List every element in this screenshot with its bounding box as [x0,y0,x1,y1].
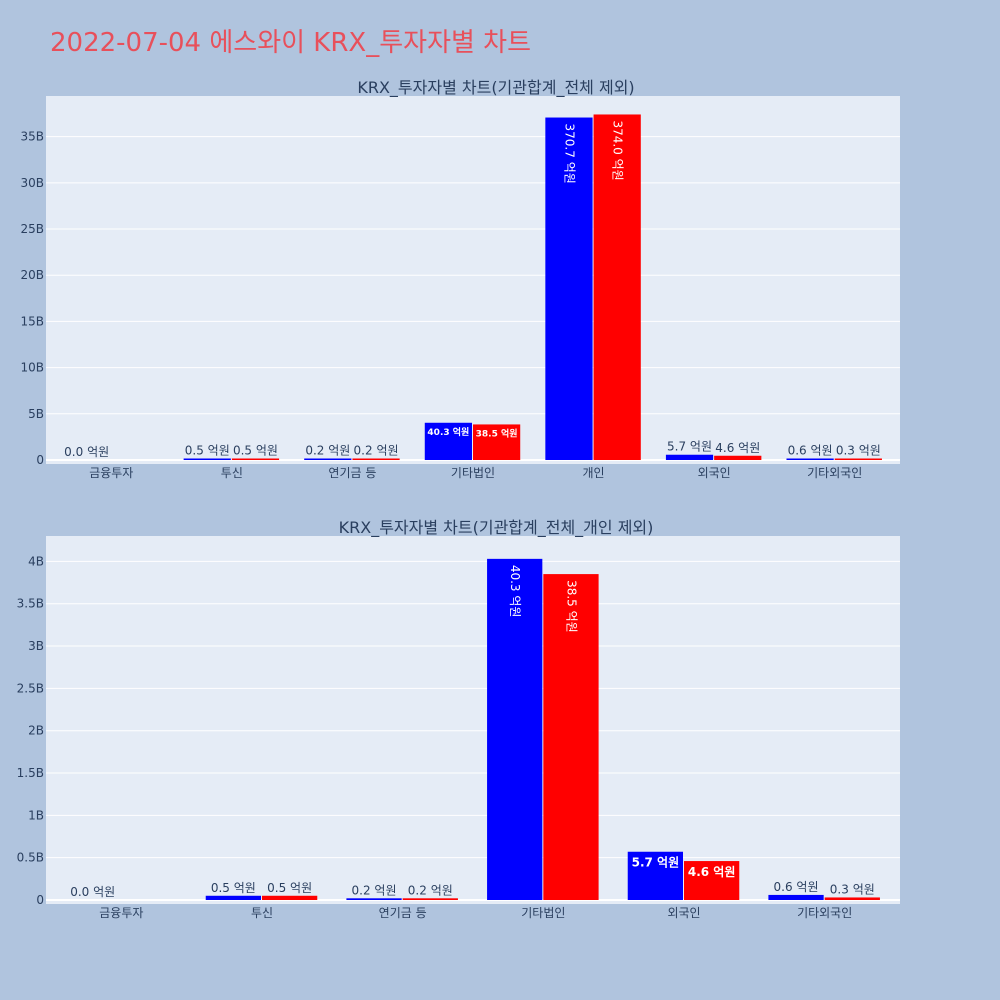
data-label: 0.0 억원 [70,885,115,899]
data-label: 0.5 억원 [267,881,312,895]
data-label: 0.2 억원 [305,444,350,458]
data-label: 5.7 억원 [632,856,680,870]
bar-series-1 [205,895,261,900]
y-tick-label: 15B [20,314,44,328]
data-label: 38.5 억원 [564,580,578,633]
plot-area [46,536,900,904]
category-label: 개인 [583,466,605,480]
y-tick-label: 35B [20,130,44,144]
y-tick-label: 1B [28,808,44,822]
data-label: 374.0 억원 [611,120,625,180]
bar-series-2 [593,114,641,460]
y-tick-label: 3B [28,639,44,653]
data-label: 4.6 억원 [715,441,760,455]
data-label: 0.2 억원 [408,883,453,897]
category-label: 기타법인 [521,906,565,920]
category-label: 연기금 등 [328,466,376,480]
bar-series-1 [424,422,472,460]
y-tick-label: 2.5B [17,681,44,695]
y-tick-label: 25B [20,222,44,236]
bar-series-1 [627,851,683,900]
bar-series-1 [304,458,352,460]
bar-series-2 [473,424,521,460]
category-label: 외국인 [698,466,731,480]
bar-series-2 [684,861,740,900]
data-label: 40.3 억원 [427,426,469,438]
y-tick-label: 2B [28,724,44,738]
data-label: 4.6 억원 [688,865,736,879]
bar-series-1 [487,558,543,900]
data-label: 0.5 억원 [185,444,230,458]
bar-series-2 [824,897,880,900]
chart-title: KRX_투자자별 차트(기관합계_전체 제외) [357,78,634,98]
data-label: 0.2 억원 [352,883,397,897]
data-label: 0.5 억원 [211,881,256,895]
bar-series-2 [262,895,318,900]
data-label: 40.3 억원 [508,565,522,618]
y-tick-label: 5B [28,407,44,421]
bar-series-1 [665,454,714,460]
category-label: 투신 [221,466,243,480]
bar-series-2 [231,458,280,460]
data-label: 0.5 억원 [233,444,278,458]
category-label: 금융투자 [99,906,143,920]
data-label: 0.3 억원 [830,882,875,896]
data-label: 5.7 억원 [667,440,712,454]
data-label: 38.5 억원 [476,427,518,439]
y-tick-label: 4B [28,554,44,568]
category-label: 연기금 등 [379,906,427,920]
y-tick-label: 30B [20,176,44,190]
category-label: 기타외국인 [797,906,852,920]
bar-series-1 [183,458,231,460]
bar-series-1 [545,117,593,461]
category-label: 투신 [251,906,273,920]
chart-title: KRX_투자자별 차트(기관합계_전체_개인 제외) [339,518,654,538]
y-tick-label: 0 [36,453,44,467]
bar-series-1 [786,458,834,460]
y-tick-label: 20B [20,268,44,282]
category-label: 금융투자 [89,466,133,480]
y-tick-label: 0 [36,893,44,907]
y-tick-label: 0.5B [17,851,44,865]
y-tick-label: 1.5B [17,766,44,780]
bar-series-2 [834,458,882,460]
data-label: 0.6 억원 [774,880,819,894]
page-title: 2022-07-04 에스와이 KRX_투자자별 차트 [50,28,532,58]
chart-bottom: KRX_투자자별 차트(기관합계_전체_개인 제외) 0 0.5B 1B 1.5B 2B 2… [17,518,900,920]
data-label: 0.0 억원 [64,445,109,459]
data-label: 0.2 억원 [354,444,399,458]
y-tick-label: 3.5B [17,597,44,611]
data-label: 370.7 억원 [562,124,576,184]
category-label: 기타법인 [451,466,495,480]
data-label: 0.3 억원 [836,444,881,458]
category-label: 외국인 [667,906,700,920]
chart-top: KRX_투자자별 차트(기관합계_전체 제외) 0 5B 10B 15B 20B 25B 30… [20,78,900,480]
bar-series-2 [714,455,762,460]
y-tick-label: 10B [20,361,44,375]
bar-series-2 [352,458,400,460]
category-label: 기타외국인 [807,466,862,480]
bar-series-2 [402,898,458,900]
plot-area [46,96,900,464]
bar-series-1 [346,898,402,900]
data-label: 0.6 억원 [788,444,833,458]
bar-series-1 [768,894,824,900]
bar-series-2 [543,574,599,900]
